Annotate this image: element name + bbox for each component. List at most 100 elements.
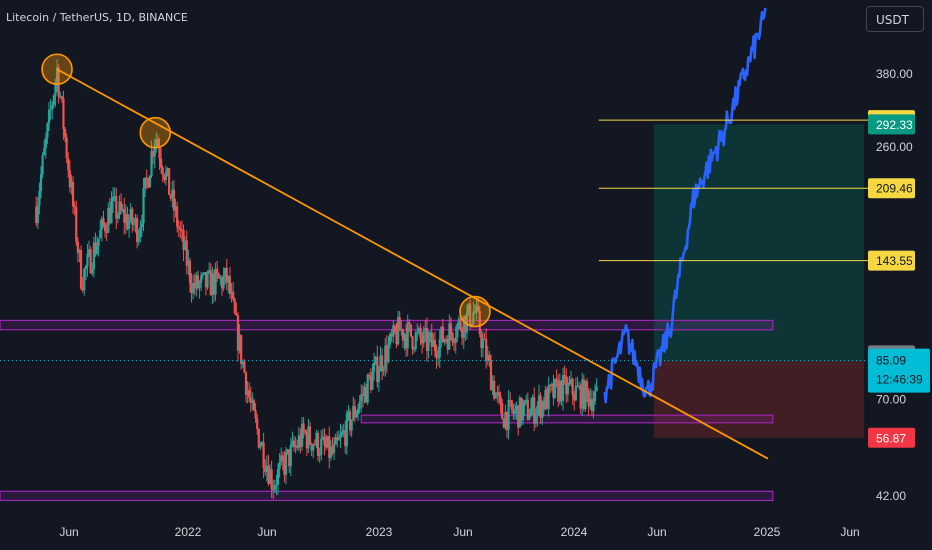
candle	[39, 173, 43, 192]
candle	[54, 82, 57, 96]
candle	[480, 334, 483, 348]
candle	[510, 400, 513, 410]
candle	[46, 123, 49, 138]
candle	[35, 206, 38, 223]
candle	[203, 272, 206, 274]
candle	[81, 288, 84, 291]
candle	[55, 67, 59, 83]
symbol-title: Litecoin / TetherUS, 1D, BINANCE	[6, 11, 188, 24]
candle	[493, 380, 496, 399]
candle	[419, 328, 422, 339]
candle	[86, 253, 89, 267]
candle	[204, 272, 208, 288]
candle	[222, 276, 225, 289]
candle	[555, 378, 558, 381]
axes-layer: 380.00260.0070.0042.00298.90292.33209.46…	[59, 67, 930, 539]
candle	[107, 208, 110, 233]
stop-zone	[653, 360, 865, 438]
candle	[566, 382, 569, 395]
candle	[363, 387, 366, 396]
candle	[296, 445, 299, 448]
candle	[392, 325, 395, 337]
last-price-tag	[868, 348, 930, 393]
candle	[265, 465, 268, 472]
candle	[200, 275, 203, 283]
candle	[145, 177, 148, 179]
candle	[441, 326, 445, 343]
candle	[497, 392, 501, 397]
candle	[461, 329, 464, 338]
candle	[299, 435, 302, 447]
candle	[565, 376, 568, 395]
candle	[179, 228, 182, 230]
price-axis-tick: 260.00	[876, 140, 913, 154]
candle	[579, 385, 582, 409]
candle	[558, 380, 561, 402]
candle	[542, 401, 545, 410]
candle	[100, 218, 103, 230]
time-axis-tick: 2025	[754, 525, 781, 539]
candle	[52, 95, 55, 105]
candle	[448, 323, 451, 350]
candle	[192, 282, 195, 294]
candle	[169, 194, 172, 199]
candle	[449, 323, 453, 334]
candle	[300, 423, 304, 447]
candle	[78, 250, 81, 253]
candle	[276, 468, 280, 485]
candle	[525, 399, 528, 401]
time-axis-tick: Jun	[257, 525, 276, 539]
candle	[576, 385, 579, 388]
candle	[424, 328, 427, 331]
candle	[164, 171, 168, 181]
candle	[491, 380, 494, 391]
candle	[185, 240, 188, 266]
candle	[94, 242, 97, 255]
candle	[457, 318, 461, 325]
candle	[332, 444, 336, 454]
candle	[249, 397, 252, 404]
candle	[313, 444, 316, 446]
candle	[119, 201, 123, 211]
candle	[398, 316, 401, 331]
candle	[264, 467, 267, 472]
candle	[116, 215, 119, 219]
candle	[486, 355, 489, 361]
candle	[552, 383, 555, 398]
candle	[123, 208, 126, 223]
candle	[238, 334, 241, 351]
candle	[272, 489, 275, 491]
last-price-value: 85.09	[876, 354, 906, 368]
candle	[467, 303, 470, 313]
candle	[483, 338, 486, 340]
time-axis-tick: Jun	[840, 525, 859, 539]
candle	[278, 462, 281, 469]
candle	[163, 175, 166, 181]
candle	[208, 270, 211, 273]
candle	[465, 312, 469, 333]
candle	[153, 143, 156, 157]
candle	[427, 337, 430, 351]
candle	[481, 338, 485, 348]
currency-button[interactable]: USDT	[866, 6, 924, 32]
candle	[95, 245, 99, 255]
candle	[417, 328, 421, 332]
candle	[268, 469, 272, 484]
price-label	[868, 178, 915, 199]
candle	[62, 98, 65, 129]
candle	[70, 181, 73, 188]
candle	[177, 226, 180, 229]
candle	[348, 411, 352, 431]
candle	[361, 394, 364, 396]
candle	[84, 266, 87, 270]
candle	[337, 438, 340, 441]
candle	[382, 369, 385, 372]
candle	[320, 438, 323, 455]
candle	[592, 401, 595, 412]
candle	[521, 405, 525, 421]
candle	[403, 334, 406, 341]
candle	[121, 208, 124, 211]
candle	[232, 291, 235, 300]
